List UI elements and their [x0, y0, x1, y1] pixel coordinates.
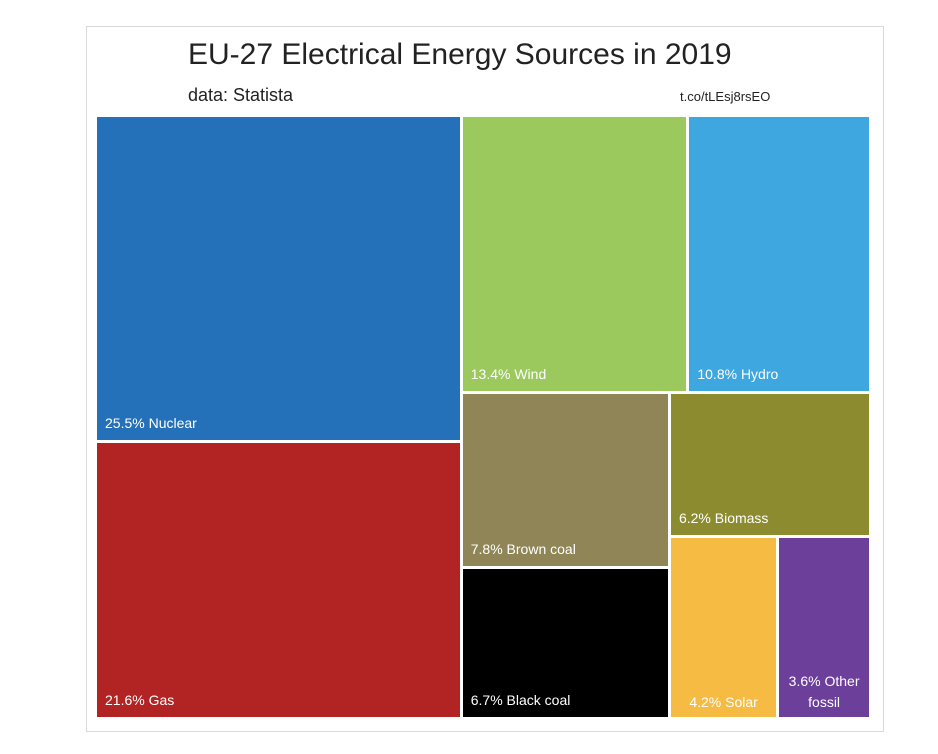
tile-solar: 4.2% Solar: [670, 538, 777, 717]
tile-label-brown-coal: 7.8% Brown coal: [470, 541, 576, 558]
tile-label-solar: 4.2% Solar: [689, 693, 758, 710]
tile-label-nuclear: 25.5% Nuclear: [105, 415, 197, 432]
tile-label-gas: 21.6% Gas: [105, 691, 175, 708]
chart-source-link: t.co/tLEsj8rsEO: [680, 89, 771, 104]
tile-label-hydro: 10.8% Hydro: [697, 365, 779, 382]
tile-other-fossil: 3.6% Other fossil: [779, 538, 869, 717]
chart-subtitle: data: Statista: [188, 85, 294, 105]
tile-label-wind: 13.4% Wind: [470, 365, 547, 382]
tile-label-biomass: 6.2% Biomass: [678, 510, 769, 527]
tile-biomass: 6.2% Biomass: [670, 393, 869, 536]
tile-brown-coal: 7.8% Brown coal: [462, 393, 668, 567]
tile-nuclear: 25.5% Nuclear: [97, 117, 460, 441]
tile-label-other-fossil: 3.6% Other fossil: [788, 672, 860, 710]
tile-label-black-coal: 6.7% Black coal: [470, 691, 571, 708]
tile-black-coal: 6.7% Black coal: [462, 569, 668, 717]
tile-wind: 13.4% Wind: [462, 117, 687, 391]
tile-hydro: 10.8% Hydro: [689, 117, 869, 391]
chart-title: EU-27 Electrical Energy Sources in 2019: [188, 38, 732, 71]
tile-gas: 21.6% Gas: [97, 443, 460, 717]
